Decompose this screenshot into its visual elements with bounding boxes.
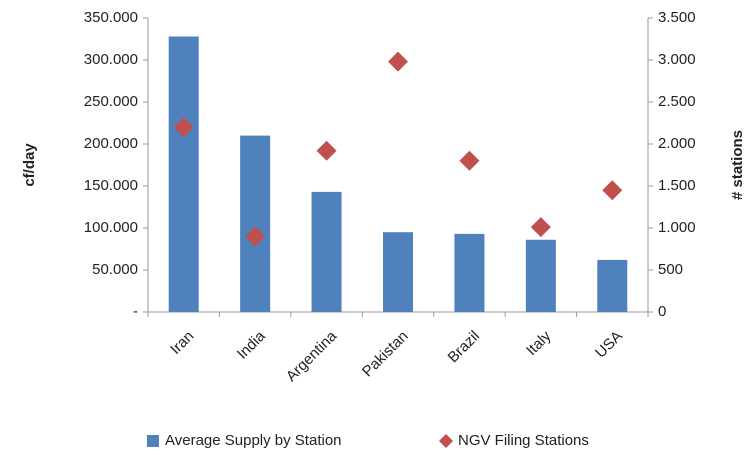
y2-tick-label: 3.000 [658,51,696,68]
diamond-marker [530,217,551,238]
y2-tick-label: 0 [658,303,666,320]
bar [311,191,342,312]
y2-tick-label: 2.500 [658,93,696,110]
bar [168,36,199,312]
y2-tick-label: 2.000 [658,135,696,152]
diamond-marker [173,117,194,138]
y-axis-label: cf/day [21,143,38,187]
y2-axis-label: # stations [729,130,746,200]
y-tick-label: 250.000 [84,93,138,110]
y-tick-label: 100.000 [84,219,138,236]
y-tick-label: 200.000 [84,135,138,152]
diamond-marker [602,180,623,201]
diamond-marker [245,226,266,247]
bar [525,239,556,312]
legend-label: NGV Filing Stations [458,432,589,449]
diamond-marker [316,140,337,161]
x-tick-label: Iran [167,328,197,358]
legend-swatch [147,435,159,447]
legend-label: Average Supply by Station [165,432,342,449]
diamond-marker [388,51,408,72]
bar [240,135,271,312]
y2-tick-label: 500 [658,261,683,278]
x-tick-label: Brazil [445,328,484,367]
bar [454,233,485,312]
x-tick-label: India [234,327,269,362]
x-tick-label: Pakistan [359,328,412,381]
y2-tick-label: 1.000 [658,219,696,236]
y2-tick-label: 3.500 [658,9,696,26]
y2-tick-label: 1.500 [658,177,696,194]
y-tick-label: 50.000 [92,261,138,278]
diamond-marker [459,150,480,171]
y-tick-label: 150.000 [84,177,138,194]
x-tick-label: Argentina [283,327,341,385]
x-tick-label: Italy [523,327,555,359]
y-tick-label: - [133,303,138,320]
y-tick-label: 300.000 [84,51,138,68]
bar [597,259,628,312]
x-tick-label: USA [592,328,626,362]
y-tick-label: 350.000 [84,9,138,26]
bar [383,232,413,312]
legend-swatch [439,434,453,448]
